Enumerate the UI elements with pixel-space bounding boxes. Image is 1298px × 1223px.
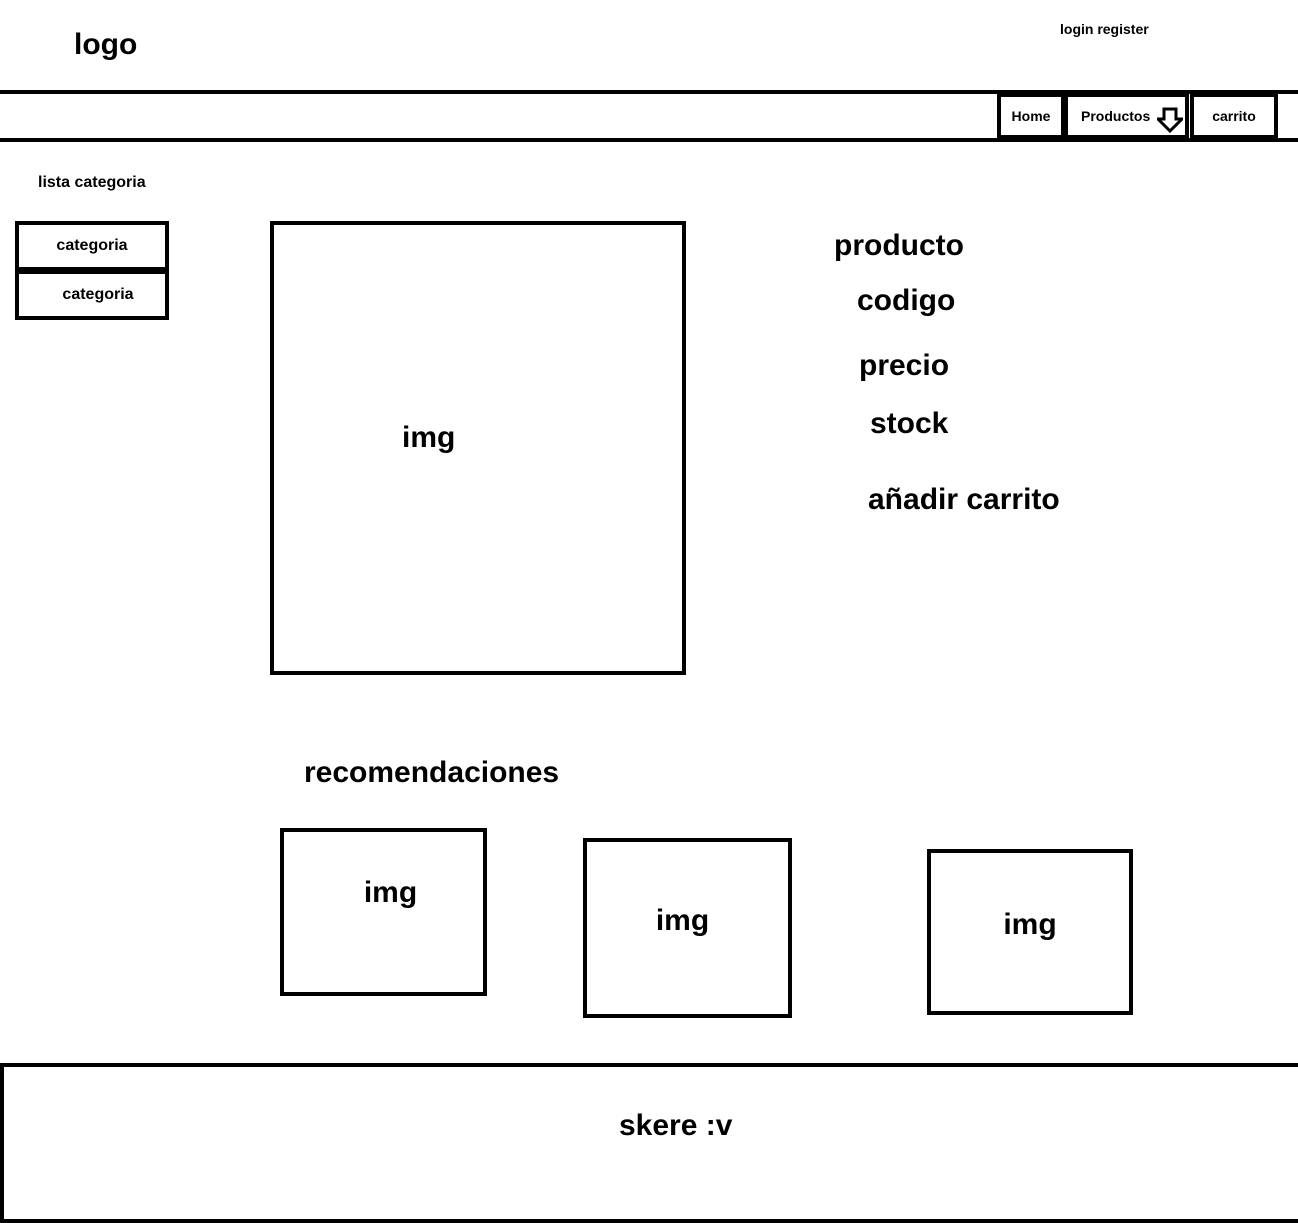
category-item[interactable]: categoria <box>15 221 169 271</box>
product-code: codigo <box>857 284 956 317</box>
category-item[interactable]: categoria <box>15 270 169 320</box>
footer-text: skere :v <box>619 1109 733 1142</box>
nav-home-button[interactable]: Home <box>997 93 1065 139</box>
category-list-title: lista categoria <box>38 174 146 191</box>
recommendation-card[interactable]: img <box>927 849 1133 1015</box>
nav-productos-label: Productos <box>1081 108 1151 124</box>
product-image-label: img <box>402 421 456 454</box>
nav-carrito-label: carrito <box>1212 108 1256 124</box>
recommendation-image-label: img <box>1003 908 1057 941</box>
logo[interactable]: logo <box>74 28 138 61</box>
category-label: categoria <box>62 286 134 303</box>
recommendations-title: recomendaciones <box>304 756 560 789</box>
navbar-bottom-border <box>0 138 1298 142</box>
add-to-cart-button[interactable]: añadir carrito <box>868 483 1060 516</box>
down-arrow-icon[interactable] <box>1157 107 1183 133</box>
recommendation-card[interactable]: img <box>280 828 487 996</box>
recommendation-card[interactable]: img <box>583 838 792 1018</box>
footer: skere :v <box>0 1063 1298 1223</box>
navbar-top-border <box>0 90 1298 94</box>
nav-home-label: Home <box>1011 108 1051 124</box>
category-label: categoria <box>56 237 128 254</box>
recommendation-image-label: img <box>363 876 418 909</box>
product-stock: stock <box>870 407 949 440</box>
recommendation-image-label: img <box>655 904 710 937</box>
login-register-links[interactable]: login register <box>1060 21 1149 37</box>
nav-carrito-button[interactable]: carrito <box>1190 93 1278 139</box>
product-image: img <box>270 221 686 675</box>
product-price: precio <box>859 349 950 382</box>
product-name: producto <box>834 229 964 262</box>
